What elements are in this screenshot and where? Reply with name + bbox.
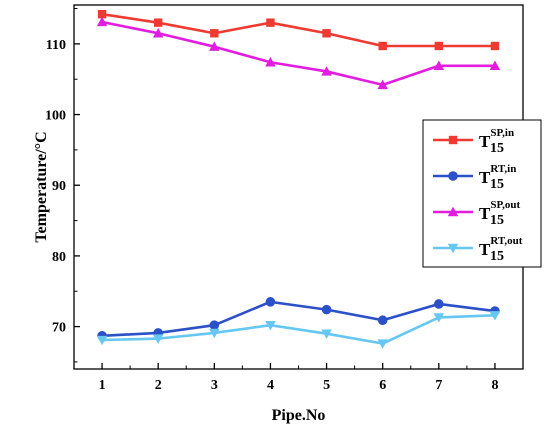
x-tick-label: 5 <box>323 378 330 393</box>
x-tick-label: 6 <box>379 378 386 393</box>
legend-entry: TSP,in 15 <box>433 127 514 156</box>
y-tick-label: 80 <box>52 250 66 265</box>
data-point <box>433 313 445 323</box>
series-line <box>102 313 495 345</box>
x-tick-label: 4 <box>267 378 274 393</box>
y-axis: 70 80 90 100 110 <box>45 8 80 363</box>
legend-label: TSP,in 15 <box>479 127 514 156</box>
data-point <box>96 16 108 27</box>
y-tick-label: 100 <box>45 109 66 124</box>
data-point <box>321 304 332 315</box>
series-4 <box>96 311 501 349</box>
data-point <box>322 29 331 38</box>
y-tick-label: 110 <box>46 38 66 53</box>
x-tick-label: 8 <box>491 378 498 393</box>
y-axis-title: Temperature/°C <box>33 131 50 242</box>
x-tick-label: 2 <box>155 378 162 393</box>
data-point <box>433 60 445 70</box>
legend-entry: TRT,in 15 <box>433 163 516 192</box>
data-point <box>96 335 108 346</box>
x-tick-label: 7 <box>435 378 442 393</box>
data-point <box>97 9 107 19</box>
data-point <box>489 311 501 321</box>
series-3 <box>96 16 501 90</box>
y-tick-label: 90 <box>52 179 66 194</box>
x-tick-label: 1 <box>99 378 106 393</box>
legend-label: TRT,in 15 <box>479 163 516 192</box>
data-point <box>209 320 220 330</box>
series-layer <box>96 9 501 349</box>
y-tick-label: 70 <box>52 321 66 336</box>
data-point <box>265 297 276 307</box>
data-point <box>209 328 220 339</box>
data-point <box>378 41 387 51</box>
legend-box <box>422 119 542 268</box>
legend-entry: TSP,out 15 <box>433 199 521 228</box>
data-point <box>321 66 332 76</box>
data-point <box>377 79 388 90</box>
data-point <box>266 18 275 27</box>
data-point <box>265 57 276 67</box>
legend-swatch-marker <box>448 135 458 145</box>
data-point <box>489 60 501 70</box>
data-point <box>209 41 220 51</box>
legend-label: TRT,out 15 <box>479 235 523 264</box>
series-line <box>101 12 495 48</box>
data-point <box>265 320 276 331</box>
data-point <box>153 18 163 27</box>
data-point <box>210 29 219 38</box>
legend-entry: TRT,out 15 <box>433 235 523 264</box>
legend-swatch-marker <box>447 243 459 254</box>
x-tick-label: 3 <box>211 378 218 393</box>
data-point <box>377 315 388 326</box>
data-point <box>152 334 164 344</box>
data-point <box>152 28 164 38</box>
legend-label: TSP,out 15 <box>479 199 521 228</box>
legend: TSP,in 15 TRT,in 15 TSP,out 15 TRT,out 15 <box>422 119 542 268</box>
data-point <box>321 329 332 339</box>
data-point <box>434 299 444 309</box>
data-point <box>377 339 388 349</box>
legend-swatch-marker <box>447 206 459 217</box>
data-point <box>490 41 500 51</box>
series-line <box>101 20 495 87</box>
series-1 <box>97 9 500 51</box>
series-line <box>101 300 496 338</box>
data-point <box>434 41 444 51</box>
legend-swatch-marker <box>448 171 458 181</box>
x-axis-title: Pipe.No <box>272 407 326 424</box>
x-axis: 1 2 3 4 5 6 7 8 <box>99 363 498 393</box>
